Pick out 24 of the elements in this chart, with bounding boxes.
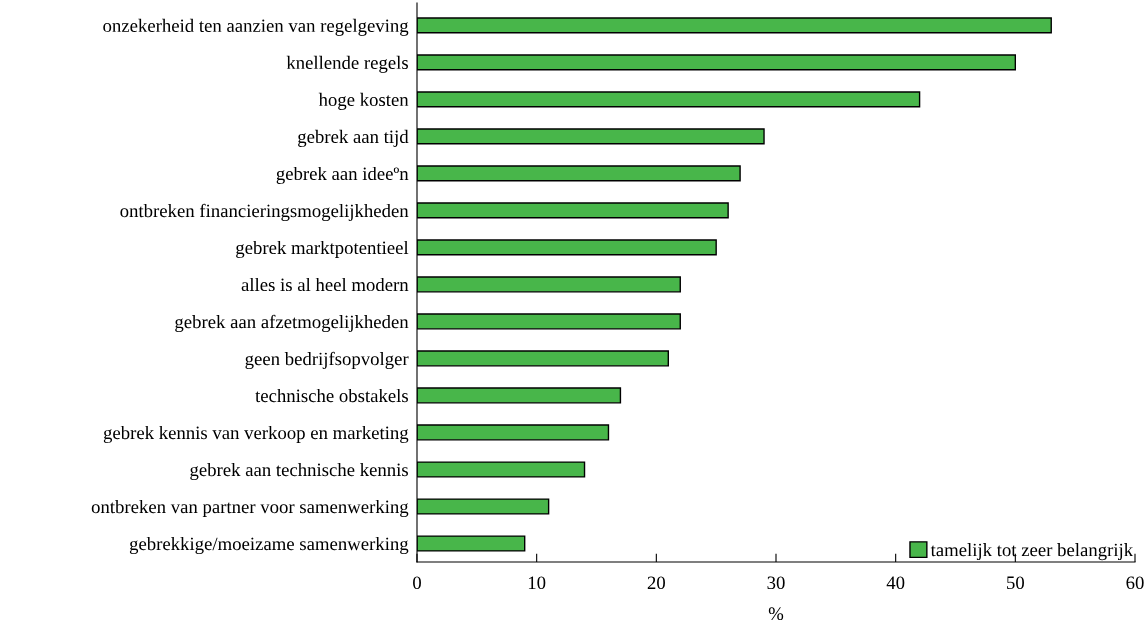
x-tick-label: 10 xyxy=(528,576,546,590)
x-tick-label: 50 xyxy=(1007,576,1024,590)
y-tick-label: gebrek aan tijd xyxy=(298,129,409,147)
y-tick-label: hoge kosten xyxy=(318,92,409,110)
y-tick-label: ontbreken van partner voor samenwerking xyxy=(91,499,409,518)
y-tick-label: gebrek marktpotentieel xyxy=(236,240,409,258)
y-tick-label: onzekerheid ten aanzien van regelgeving xyxy=(103,18,409,36)
x-tick-label: 20 xyxy=(647,576,665,590)
y-tick-label: gebrek aan afzetmogelijkheden xyxy=(175,314,409,333)
legend-label: tamelijk tot zeer belangrijk xyxy=(930,543,1134,561)
y-tick-label: technische obstakels xyxy=(255,388,408,403)
x-tick-label: 30 xyxy=(767,576,785,590)
y-tick-label: geen bedrijfsopvolger xyxy=(245,351,409,370)
y-tick-label: knellende regels xyxy=(286,55,408,73)
x-tick-label: 0 xyxy=(413,576,421,590)
y-tick-label: gebrek aan technische kennis xyxy=(190,462,408,481)
x-axis-title: % xyxy=(768,607,784,621)
y-tick-label: gebrek aan ideeºn xyxy=(276,166,409,184)
y-tick-label: gebrekkige/moeizame samenwerking xyxy=(129,536,409,555)
y-tick-label: gebrek kennis van verkoop en marketing xyxy=(103,425,409,444)
x-tick-label: 60 xyxy=(1126,576,1144,590)
y-tick-label: ontbreken financieringsmogelijkheden xyxy=(120,203,409,222)
x-tick-label: 40 xyxy=(886,576,905,590)
y-tick-label: alles is al heel modern xyxy=(241,277,409,292)
